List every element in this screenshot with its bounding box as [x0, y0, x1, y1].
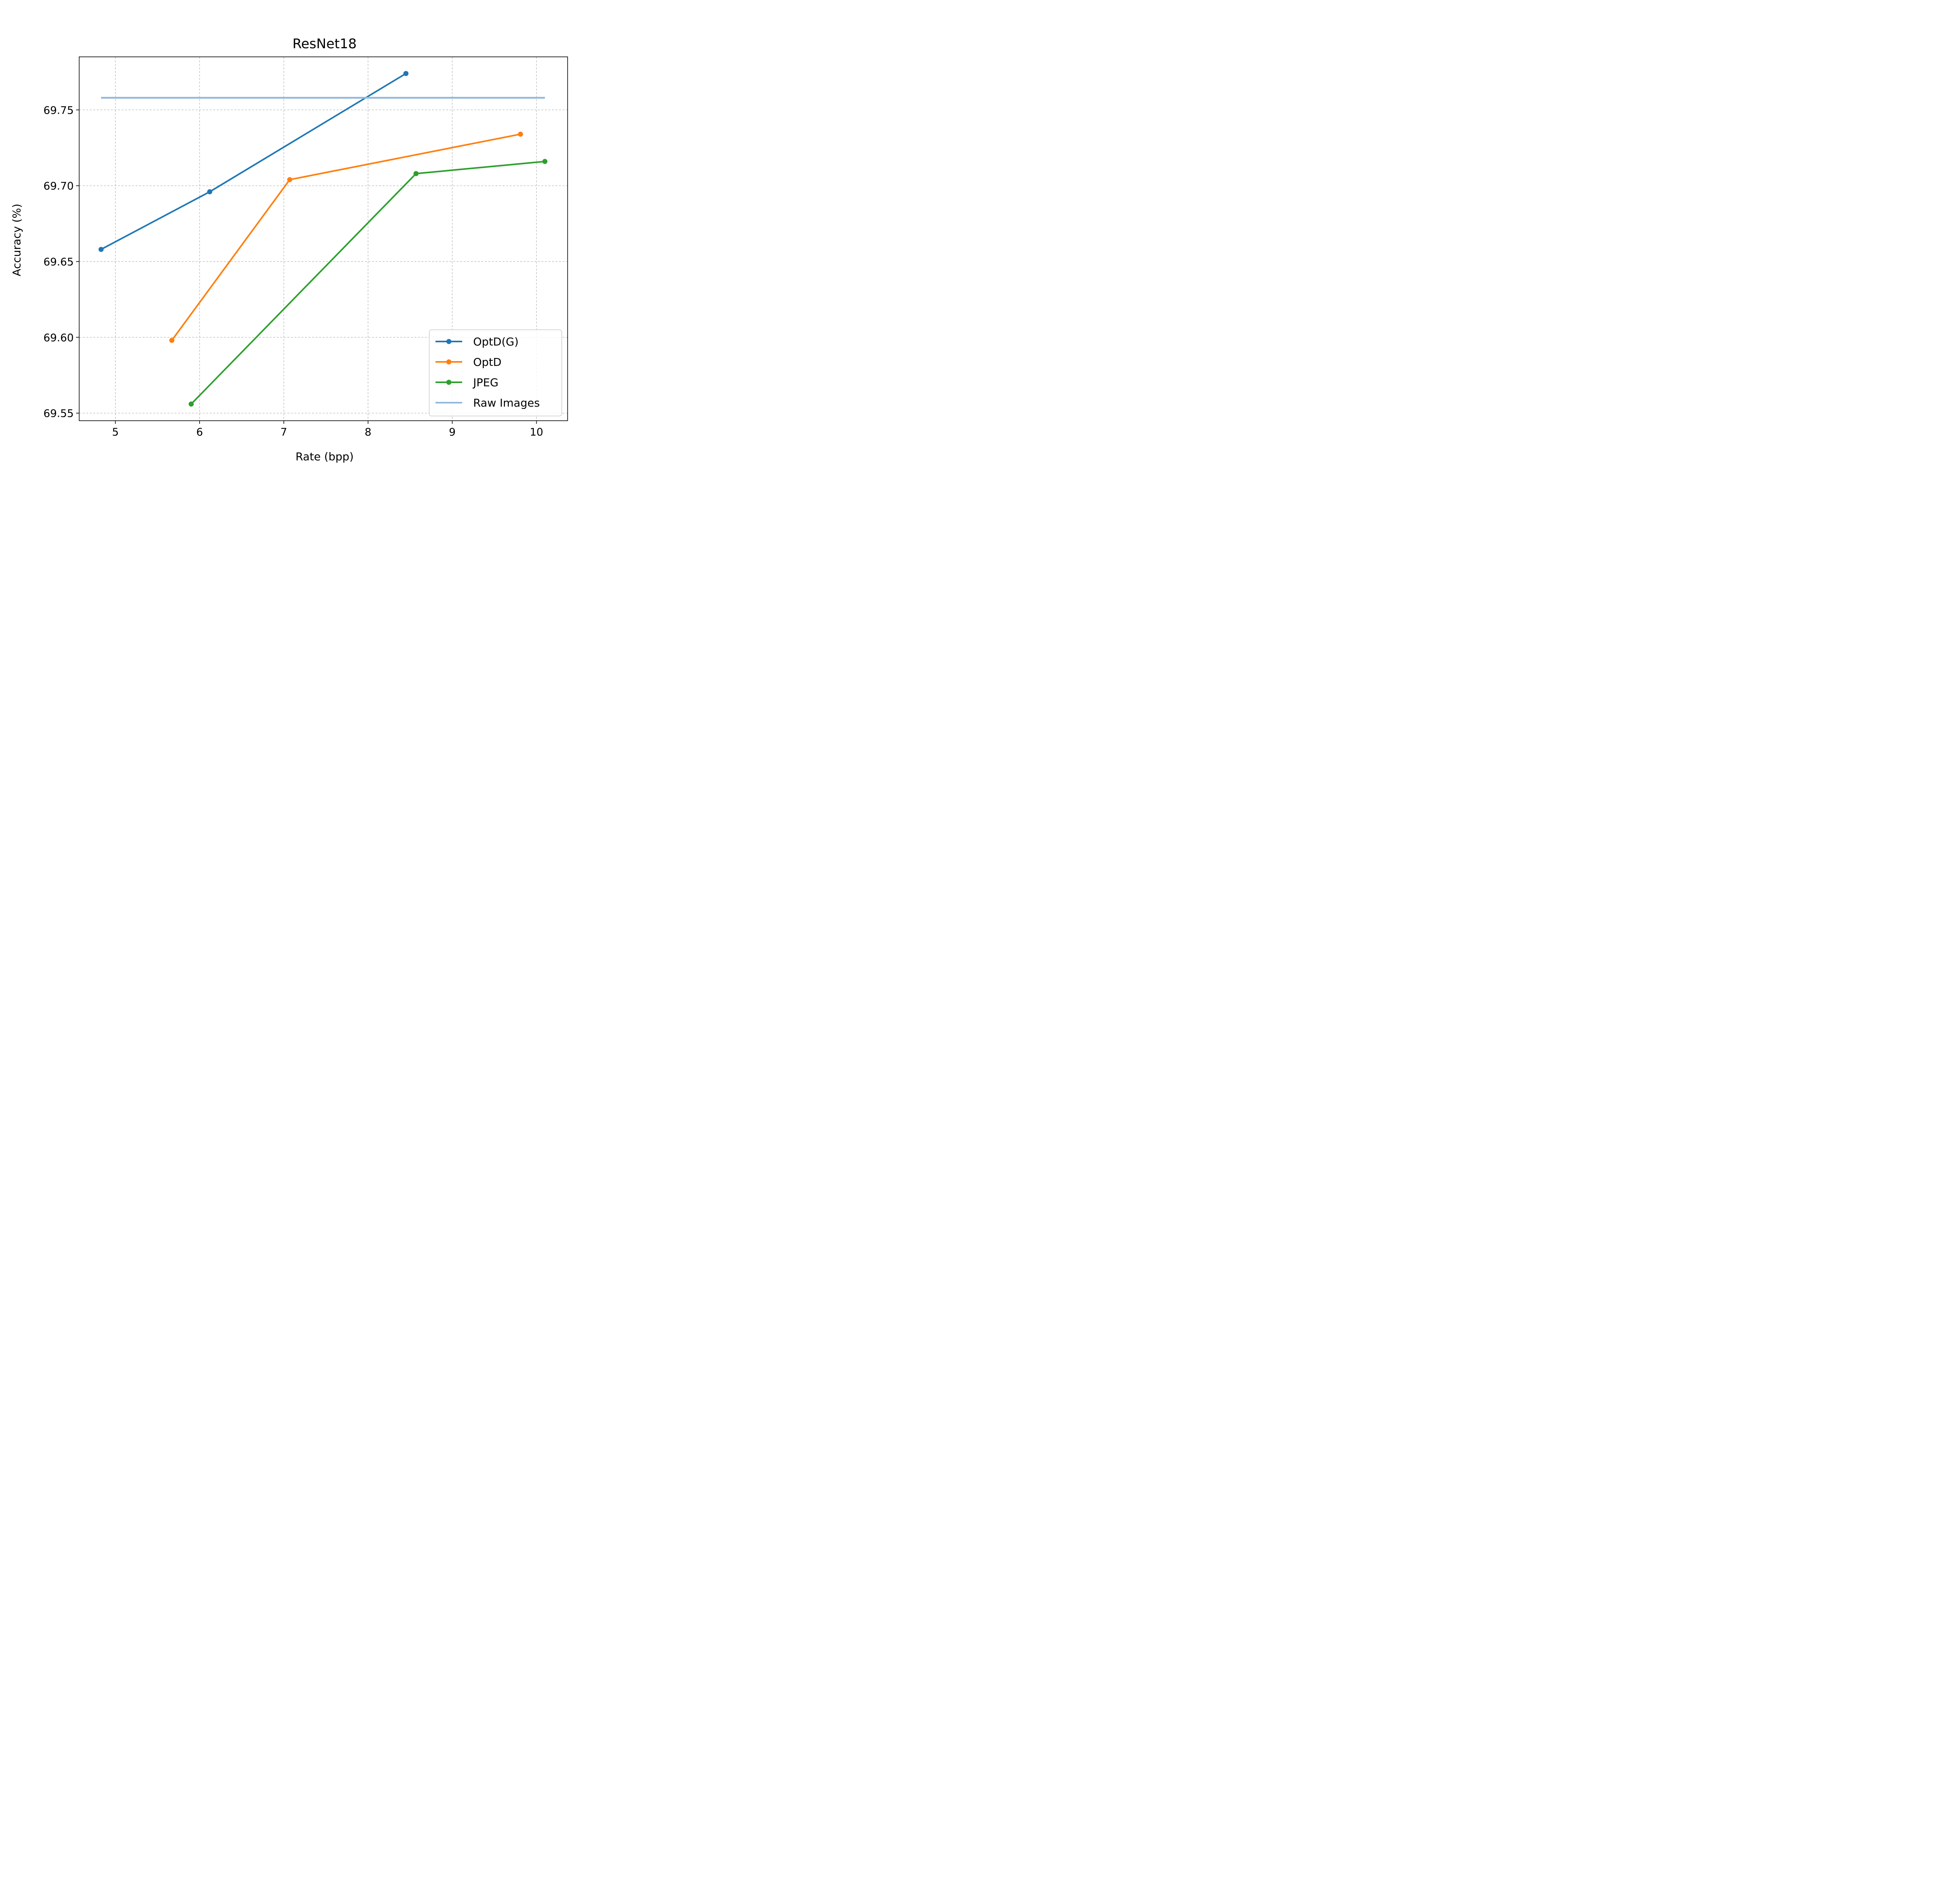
legend-marker-optd-g	[446, 339, 452, 344]
legend-label-optd: OptD	[473, 356, 501, 369]
legend: OptD(G) OptD JPEG Raw Images	[429, 329, 562, 416]
x-tick-label: 5	[112, 426, 119, 438]
x-tick-label: 8	[365, 426, 371, 438]
legend-item-raw-images: Raw Images	[436, 396, 540, 409]
plot-frame	[79, 56, 568, 421]
y-tick-label: 69.65	[44, 256, 74, 268]
data-point-optd-g	[403, 71, 409, 76]
data-point-jpeg	[542, 159, 548, 164]
grid	[79, 57, 568, 421]
data-point-optd	[169, 338, 174, 343]
data-point-optd-g	[98, 247, 104, 252]
data-point-optd-g	[207, 189, 212, 194]
ticks: 5 6 7 8 9 10 69.55 69.60 69.65 69.70 69.75	[44, 104, 543, 438]
legend-marker-optd	[446, 359, 452, 365]
x-tick-label: 6	[196, 426, 203, 438]
legend-box	[429, 329, 562, 416]
series-optd-g	[98, 71, 409, 252]
legend-item-optd: OptD	[436, 356, 501, 369]
y-tick-label: 69.55	[44, 408, 74, 420]
legend-item-optd-g: OptD(G)	[436, 335, 519, 348]
data-point-jpeg	[189, 401, 194, 407]
legend-marker-jpeg	[446, 380, 452, 385]
data-point-jpeg	[413, 171, 419, 176]
x-tick-label: 7	[280, 426, 287, 438]
y-tick-label: 69.75	[44, 104, 74, 116]
legend-label-raw-images: Raw Images	[473, 396, 540, 409]
data-point-optd	[518, 131, 523, 137]
x-tick-label: 9	[449, 426, 456, 438]
series	[98, 71, 548, 407]
series-jpeg	[189, 159, 548, 407]
y-axis-label: Accuracy (%)	[10, 203, 23, 276]
y-tick-label: 69.60	[44, 332, 74, 344]
data-point-optd	[287, 177, 292, 182]
legend-label-optd-g: OptD(G)	[473, 335, 519, 348]
x-tick-label: 10	[530, 426, 543, 438]
chart-title: ResNet18	[292, 36, 357, 52]
series-optd	[169, 131, 523, 343]
chart: ResNet18 5 6 7 8 9 10 69.55 69.60 69.65 69.70 69.7…	[0, 0, 627, 470]
x-axis-label: Rate (bpp)	[296, 450, 354, 463]
legend-label-jpeg: JPEG	[472, 376, 499, 389]
legend-item-jpeg: JPEG	[436, 376, 499, 389]
y-tick-label: 69.70	[44, 180, 74, 193]
